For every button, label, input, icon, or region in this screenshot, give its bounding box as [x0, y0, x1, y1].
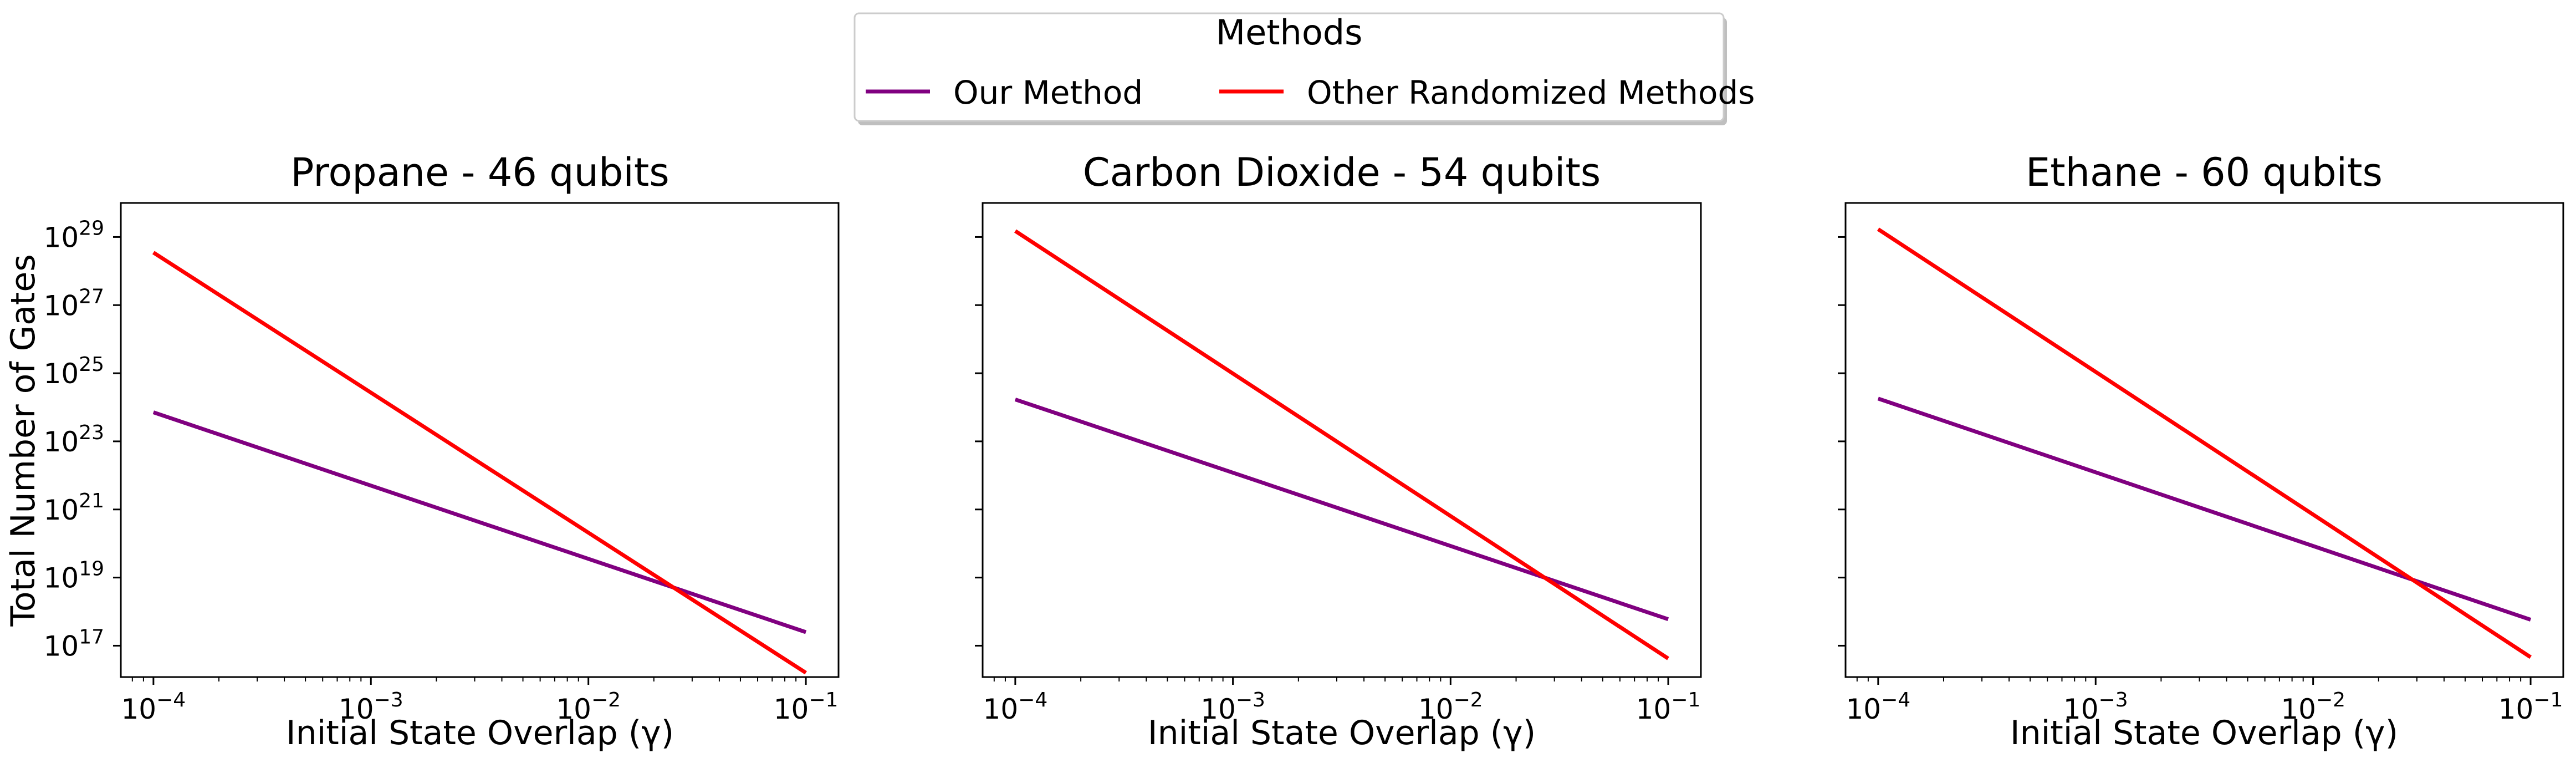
legend-label-our-method: Our Method [953, 74, 1143, 111]
plot-area [1877, 227, 2532, 659]
series-line-our-method [1014, 398, 1669, 622]
y-tick-label: 1023 [44, 421, 104, 458]
x-tick-label: 10−3 [2063, 689, 2128, 725]
legend-frame [853, 12, 1725, 122]
y-tick-label: 1027 [44, 285, 104, 322]
x-tick-label: 10−3 [339, 689, 403, 725]
series-line-our-method [152, 410, 807, 634]
legend-label-other-methods: Other Randomized Methods [1307, 74, 1755, 111]
x-axis-label: Initial State Overlap (γ) [2010, 714, 2398, 752]
y-tick-label: 1017 [44, 625, 104, 662]
plot-area [1014, 229, 1669, 660]
x-tick-label: 10−3 [1200, 689, 1265, 725]
legend-title: Methods [1216, 12, 1363, 53]
x-tick-label: 10−2 [1418, 689, 1483, 725]
series-line-other-randomized-methods [1877, 227, 2532, 659]
subplot-ethane: Ethane - 60 qubits Initial State Overlap… [1838, 150, 2564, 752]
y-tick-label: 1025 [44, 353, 104, 390]
axes-frame [120, 202, 840, 678]
y-tick-label: 1019 [44, 558, 104, 594]
subplot-carbon-dioxide: Carbon Dioxide - 54 qubits Initial State… [975, 150, 1702, 752]
legend: Methods Our Method Other Randomized Meth… [853, 12, 1755, 125]
axes-frame [982, 202, 1702, 678]
x-axis-label: Initial State Overlap (γ) [1148, 714, 1536, 752]
x-tick-label: 10−4 [1846, 689, 1910, 725]
x-tick-label: 10−2 [2281, 689, 2345, 725]
x-tick-label: 10−1 [1636, 689, 1701, 725]
x-tick-label: 10−1 [2498, 689, 2563, 725]
y-tick-label: 1021 [44, 490, 104, 526]
series-line-other-randomized-methods [1014, 229, 1669, 660]
subplot-propane: Propane - 46 qubits Initial State Overla… [4, 150, 840, 752]
x-tick-label: 10−4 [121, 689, 186, 725]
x-tick-label: 10−1 [774, 689, 839, 725]
y-tick-label: 1029 [44, 217, 104, 253]
subplot-title: Carbon Dioxide - 54 qubits [1083, 150, 1601, 195]
subplot-title: Propane - 46 qubits [290, 150, 669, 195]
x-tick-label: 10−4 [983, 689, 1048, 725]
x-tick-label: 10−2 [556, 689, 621, 725]
y-axis-label: Total Number of Gates [4, 254, 43, 627]
subplot-title: Ethane - 60 qubits [2026, 150, 2383, 195]
series-line-other-randomized-methods [152, 251, 807, 675]
series-line-our-method [1877, 396, 2532, 622]
plot-area [152, 251, 807, 675]
axes-frame [1844, 202, 2564, 678]
x-axis-label: Initial State Overlap (γ) [286, 714, 674, 752]
